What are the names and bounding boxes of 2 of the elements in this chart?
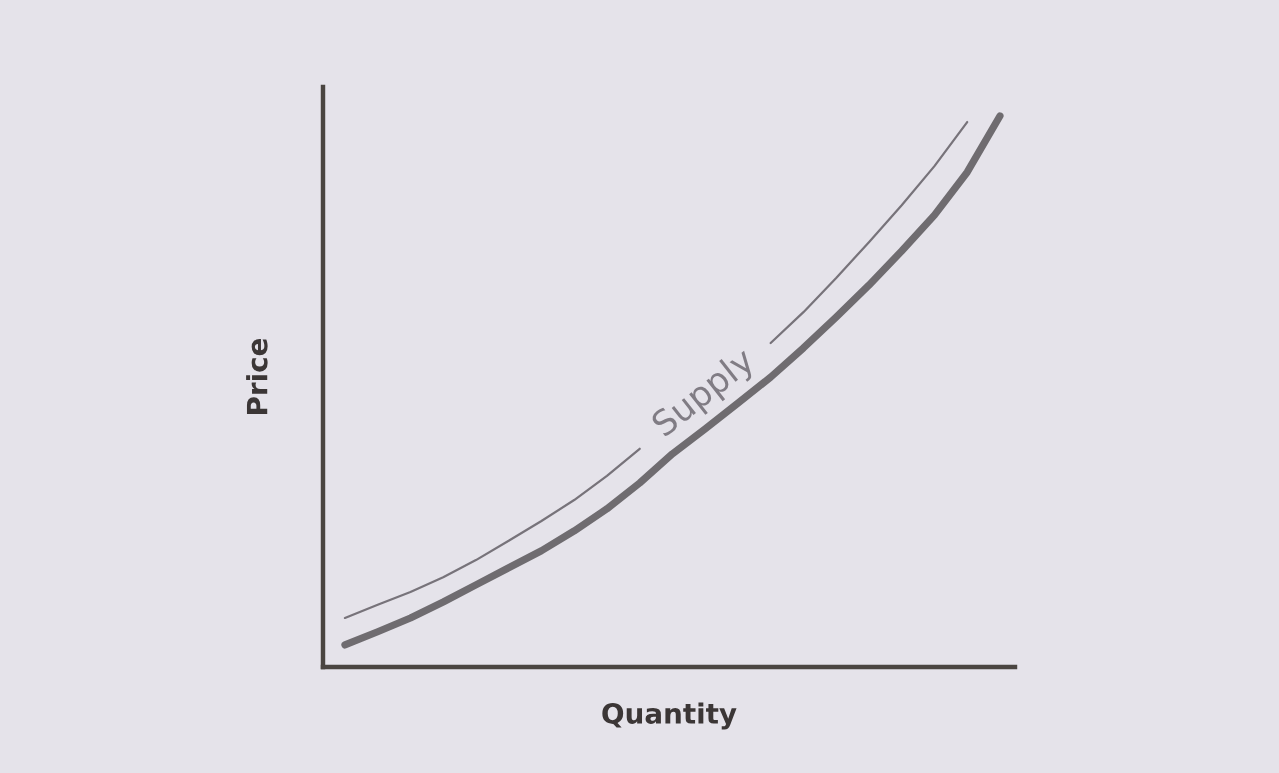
x-axis-title: Quantity (602, 702, 737, 730)
y-axis-title: Price (246, 338, 268, 414)
